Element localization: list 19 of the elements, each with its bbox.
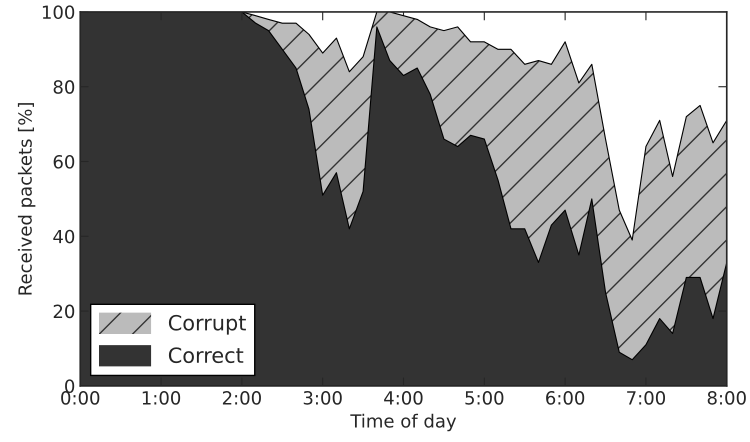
x-tick-label: 3:00 [304,391,342,405]
legend-label: Corrupt [168,314,246,335]
legend-label: Correct [168,347,244,364]
x-tick-label: 7:00 [627,391,666,405]
y-tick-label: 100 [42,5,74,20]
y-tick-label: 40 [53,230,74,244]
y-tick-label: 20 [54,304,74,318]
y-axis-title: Received packets [%] [18,103,36,294]
x-tick-label: 6:00 [546,391,584,405]
x-tick-label: 2:00 [222,391,261,405]
x-tick-label: 1:00 [142,391,180,405]
x-tick-label: 5:00 [465,391,504,405]
y-tick-label: 80 [54,80,74,94]
y-tick-label: 0 [65,379,74,393]
x-axis-title: Time of day [350,414,456,432]
y-tick-label: 60 [54,154,74,169]
x-tick-label: 4:00 [384,391,423,405]
x-tick-label: 0:00 [61,391,100,405]
x-tick-label: 8:00 [708,391,746,405]
